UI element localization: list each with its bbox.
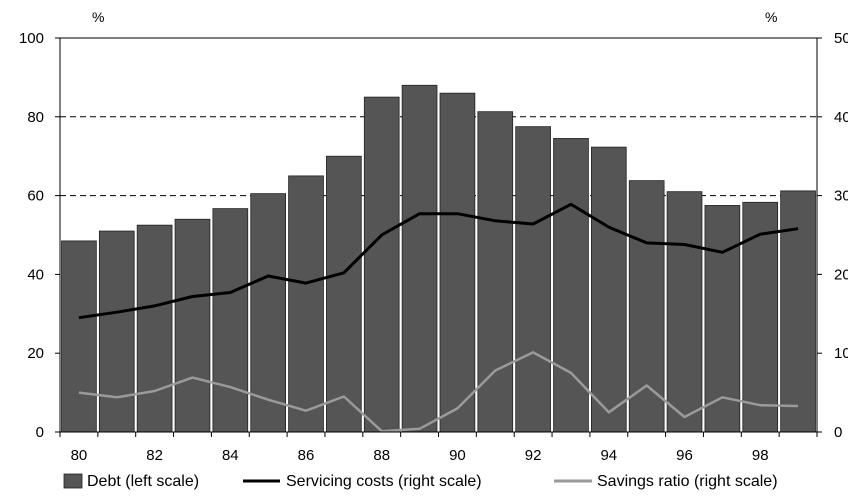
debt-bar-80 [61,240,97,433]
debt-bar-87 [326,155,362,433]
x-tick-label: 90 [449,447,466,464]
left-tick-label: 100 [19,30,44,47]
gridlines [60,116,817,197]
plot-area [59,37,818,433]
left-tick-label: 0 [36,424,44,441]
debt-bar-96 [666,191,703,433]
debt-bar-85 [250,193,286,433]
debt-bar-81 [98,230,135,433]
left-tick-label: 80 [27,109,44,126]
x-tick-label: 82 [146,447,163,464]
servicing-costs-line [78,202,799,320]
x-tick-label: 98 [752,447,769,464]
debt-bar-88 [363,96,400,433]
legend-swatch-debt [63,473,83,489]
x-tick-label: 92 [525,447,542,464]
debt-bar-93 [553,138,589,433]
debt-bar-83 [174,218,211,433]
debt-bar-86 [288,175,324,433]
right-tick-label: 10 [834,345,848,362]
x-tick-label: 96 [676,447,693,464]
left-tick-label: 20 [27,345,44,362]
right-tick-label: 20 [834,266,848,283]
x-tick-label: 94 [600,447,617,464]
debt-bar-82 [136,224,173,433]
debt-bar-84 [212,208,249,433]
x-tick-label: 88 [373,447,390,464]
debt-bar-94 [591,146,627,433]
left-tick-label: 40 [27,266,44,283]
right-axis-unit: % [765,9,777,25]
series-lines [78,202,799,433]
right-tick-label: 50 [834,30,848,47]
x-tick-label: 80 [71,447,88,464]
left-tick-label: 60 [27,188,44,205]
x-axis: 80 82 84 86 88 90 92 94 96 98 [59,432,818,464]
debt-bar-92 [515,126,551,433]
legend-label-debt: Debt (left scale) [87,473,199,490]
right-tick-label: 40 [834,109,848,126]
right-tick-label: 0 [834,424,842,441]
debt-bar-98 [742,201,779,433]
savings-ratio-line [78,351,799,433]
debt-bar-90 [439,92,476,433]
legend: Debt (left scale) Servicing costs (right … [63,473,778,490]
debt-bar-97 [704,205,741,433]
legend-label-savings-ratio: Savings ratio (right scale) [597,473,778,490]
debt-bar-89 [401,84,438,433]
x-tick-label: 86 [298,447,315,464]
left-axis: 0 20 40 60 80 100 [19,30,60,441]
right-tick-label: 30 [834,188,848,205]
left-axis-unit: % [92,9,104,25]
x-tick-label: 84 [222,447,239,464]
debt-bar-91 [477,111,514,433]
debt-bars [61,84,816,433]
right-axis: 0 10 20 30 40 50 [817,30,848,441]
debt-bar-99 [780,190,816,433]
legend-label-servicing-costs: Servicing costs (right scale) [286,473,482,490]
